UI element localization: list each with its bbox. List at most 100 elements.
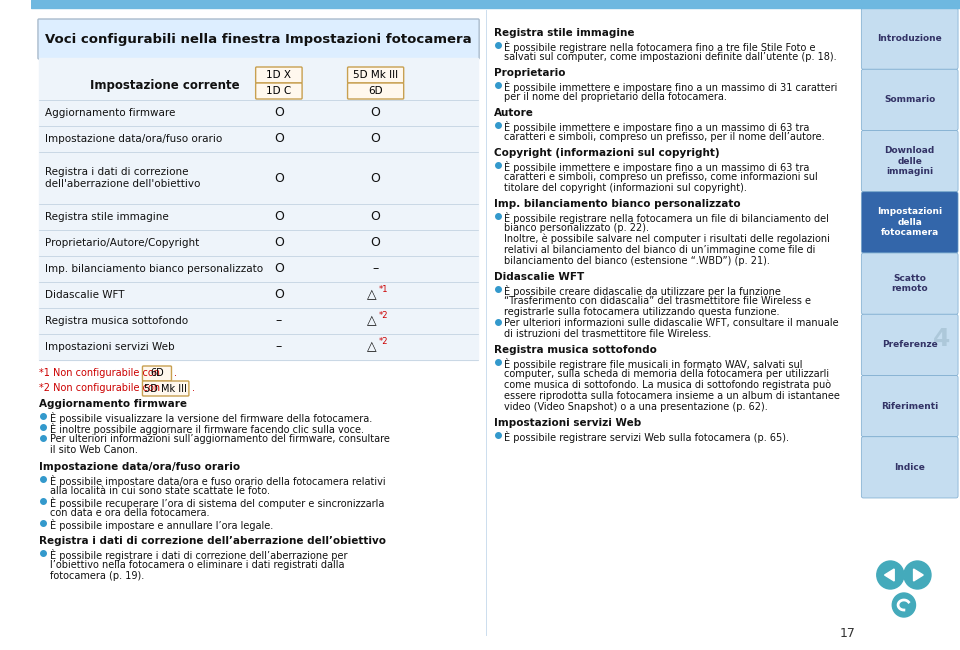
Text: Riferimenti: Riferimenti bbox=[881, 402, 938, 411]
Text: Registra musica sottofondo: Registra musica sottofondo bbox=[45, 316, 188, 326]
Text: È possibile registrare servizi Web sulla fotocamera (p. 65).: È possibile registrare servizi Web sulla… bbox=[504, 431, 789, 443]
Text: Autore: Autore bbox=[493, 108, 534, 118]
Text: Impostazioni
della
fotocamera: Impostazioni della fotocamera bbox=[877, 207, 943, 237]
Text: come musica di sottofondo. La musica di sottofondo registrata può: come musica di sottofondo. La musica di … bbox=[504, 380, 831, 391]
Text: 4: 4 bbox=[933, 327, 950, 351]
Text: Voci configurabili nella finestra Impostazioni fotocamera: Voci configurabili nella finestra Impost… bbox=[45, 32, 472, 46]
Text: Proprietario: Proprietario bbox=[493, 68, 565, 78]
Text: Impostazione data/ora/fuso orario: Impostazione data/ora/fuso orario bbox=[39, 462, 240, 472]
Text: Impostazione corrente: Impostazione corrente bbox=[90, 79, 239, 92]
FancyBboxPatch shape bbox=[348, 67, 404, 83]
Text: bianco personalizzato (p. 22).: bianco personalizzato (p. 22). bbox=[504, 223, 649, 233]
FancyBboxPatch shape bbox=[861, 437, 958, 498]
Text: il sito Web Canon.: il sito Web Canon. bbox=[50, 445, 137, 455]
Text: Impostazione data/ora/fuso orario: Impostazione data/ora/fuso orario bbox=[45, 134, 222, 144]
Text: 1D X: 1D X bbox=[266, 70, 292, 80]
Circle shape bbox=[904, 561, 931, 589]
Circle shape bbox=[876, 561, 904, 589]
Text: –: – bbox=[276, 341, 282, 354]
Text: Imp. bilanciamento bianco personalizzato: Imp. bilanciamento bianco personalizzato bbox=[45, 264, 263, 274]
Text: O: O bbox=[274, 237, 284, 250]
Text: titolare del copyright (informazioni sul copyright).: titolare del copyright (informazioni sul… bbox=[504, 183, 747, 193]
Text: relativi al bilanciamento del bianco di un’immagine come file di: relativi al bilanciamento del bianco di … bbox=[504, 245, 816, 255]
Text: salvati sul computer, come impostazioni definite dall’utente (p. 18).: salvati sul computer, come impostazioni … bbox=[504, 52, 837, 62]
Text: O: O bbox=[371, 133, 380, 146]
Text: È possibile immettere e impostare fino a un massimo di 31 caratteri: È possibile immettere e impostare fino a… bbox=[504, 81, 838, 93]
Text: registrarle sulla fotocamera utilizzando questa funzione.: registrarle sulla fotocamera utilizzando… bbox=[504, 307, 780, 317]
FancyBboxPatch shape bbox=[861, 192, 958, 253]
Text: O: O bbox=[274, 263, 284, 276]
Text: 5D Mk III: 5D Mk III bbox=[353, 70, 398, 80]
Text: O: O bbox=[274, 211, 284, 224]
Text: Preferenze: Preferenze bbox=[882, 341, 938, 350]
Text: È possibile registrare nella fotocamera fino a tre file Stile Foto e: È possibile registrare nella fotocamera … bbox=[504, 41, 816, 53]
FancyBboxPatch shape bbox=[861, 131, 958, 192]
Text: di istruzioni del trasmettitore file Wireless.: di istruzioni del trasmettitore file Wir… bbox=[504, 329, 711, 339]
Text: Sommario: Sommario bbox=[884, 96, 935, 105]
Text: 6D: 6D bbox=[150, 369, 164, 378]
Text: Per ulteriori informazioni sull’aggiornamento del firmware, consultare: Per ulteriori informazioni sull’aggiorna… bbox=[50, 434, 390, 444]
Text: O: O bbox=[371, 211, 380, 224]
Text: △: △ bbox=[367, 341, 376, 354]
Text: essere riprodotta sulla fotocamera insieme a un album di istantanee: essere riprodotta sulla fotocamera insie… bbox=[504, 391, 840, 401]
Circle shape bbox=[892, 593, 916, 617]
Text: computer, sulla scheda di memoria della fotocamera per utilizzarli: computer, sulla scheda di memoria della … bbox=[504, 369, 829, 379]
Text: –: – bbox=[372, 263, 379, 276]
Text: È possibile recuperare l’ora di sistema del computer e sincronizzarla: È possibile recuperare l’ora di sistema … bbox=[50, 497, 384, 509]
FancyBboxPatch shape bbox=[142, 366, 172, 381]
Text: 17: 17 bbox=[840, 627, 855, 640]
Text: È possibile impostare data/ora e fuso orario della fotocamera relativi: È possibile impostare data/ora e fuso or… bbox=[50, 475, 385, 487]
Text: È possibile immettere e impostare fino a un massimo di 63 tra: È possibile immettere e impostare fino a… bbox=[504, 121, 809, 133]
Text: Indice: Indice bbox=[895, 463, 925, 472]
Text: Imp. bilanciamento bianco personalizzato: Imp. bilanciamento bianco personalizzato bbox=[493, 199, 740, 209]
Text: Impostazioni servizi Web: Impostazioni servizi Web bbox=[493, 418, 641, 428]
Text: È inoltre possibile aggiornare il firmware facendo clic sulla voce.: È inoltre possibile aggiornare il firmwa… bbox=[50, 423, 364, 435]
Text: △: △ bbox=[367, 315, 376, 328]
Text: 5D Mk III: 5D Mk III bbox=[144, 384, 187, 393]
Polygon shape bbox=[884, 569, 894, 581]
Text: Download
delle
immagini: Download delle immagini bbox=[884, 146, 935, 176]
FancyBboxPatch shape bbox=[348, 83, 404, 99]
Text: Proprietario/Autore/Copyright: Proprietario/Autore/Copyright bbox=[45, 238, 199, 248]
Text: 6D: 6D bbox=[369, 86, 383, 96]
Text: l’obiettivo nella fotocamera o eliminare i dati registrati dalla: l’obiettivo nella fotocamera o eliminare… bbox=[50, 560, 344, 570]
Text: .: . bbox=[192, 383, 195, 393]
Text: “Trasferimento con didascalia” del trasmettitore file Wireless e: “Trasferimento con didascalia” del trasm… bbox=[504, 296, 811, 306]
Text: O: O bbox=[371, 237, 380, 250]
Text: È possibile registrare i dati di correzione dell’aberrazione per: È possibile registrare i dati di correzi… bbox=[50, 549, 348, 561]
Text: È possibile visualizzare la versione del firmware della fotocamera.: È possibile visualizzare la versione del… bbox=[50, 412, 372, 424]
Text: È possibile impostare e annullare l’ora legale.: È possibile impostare e annullare l’ora … bbox=[50, 519, 273, 531]
Text: .: . bbox=[175, 368, 178, 378]
Text: Impostazioni servizi Web: Impostazioni servizi Web bbox=[45, 342, 175, 352]
Text: *2: *2 bbox=[378, 337, 388, 346]
FancyBboxPatch shape bbox=[861, 314, 958, 376]
Text: Registra i dati di correzione dell’aberrazione dell’obiettivo: Registra i dati di correzione dell’aberr… bbox=[39, 536, 386, 546]
Text: caratteri e simboli, compreso un prefisso, per il nome dell’autore.: caratteri e simboli, compreso un prefiss… bbox=[504, 132, 825, 142]
FancyBboxPatch shape bbox=[255, 67, 302, 83]
Text: È possibile creare didascalie da utilizzare per la funzione: È possibile creare didascalie da utilizz… bbox=[504, 285, 781, 297]
Text: È possibile registrare nella fotocamera un file di bilanciamento del: È possibile registrare nella fotocamera … bbox=[504, 212, 829, 224]
Text: O: O bbox=[274, 133, 284, 146]
Text: con data e ora della fotocamera.: con data e ora della fotocamera. bbox=[50, 508, 209, 518]
Text: Didascalie WFT: Didascalie WFT bbox=[45, 290, 124, 300]
Text: Inoltre, è possibile salvare nel computer i risultati delle regolazioni: Inoltre, è possibile salvare nel compute… bbox=[504, 234, 830, 244]
Text: Didascalie WFT: Didascalie WFT bbox=[493, 272, 584, 282]
Text: O: O bbox=[274, 289, 284, 302]
Text: *1: *1 bbox=[378, 285, 388, 294]
Text: △: △ bbox=[367, 289, 376, 302]
Text: *2: *2 bbox=[378, 311, 388, 320]
Text: 1D C: 1D C bbox=[266, 86, 292, 96]
Text: *2 Non configurabile con: *2 Non configurabile con bbox=[39, 383, 160, 393]
Polygon shape bbox=[914, 569, 924, 581]
Text: Per ulteriori informazioni sulle didascalie WFT, consultare il manuale: Per ulteriori informazioni sulle didasca… bbox=[504, 318, 839, 328]
FancyBboxPatch shape bbox=[861, 8, 958, 70]
Text: alla località in cui sono state scattate le foto.: alla località in cui sono state scattate… bbox=[50, 486, 270, 496]
Text: video (Video Snapshot) o a una presentazione (p. 62).: video (Video Snapshot) o a una presentaz… bbox=[504, 402, 768, 412]
Text: O: O bbox=[371, 172, 380, 185]
Text: *1 Non configurabile con: *1 Non configurabile con bbox=[39, 368, 160, 378]
FancyBboxPatch shape bbox=[255, 83, 302, 99]
Text: Scatto
remoto: Scatto remoto bbox=[892, 274, 928, 293]
Text: O: O bbox=[371, 107, 380, 120]
Text: O: O bbox=[274, 107, 284, 120]
Text: È possibile registrare file musicali in formato WAV, salvati sul: È possibile registrare file musicali in … bbox=[504, 358, 803, 370]
